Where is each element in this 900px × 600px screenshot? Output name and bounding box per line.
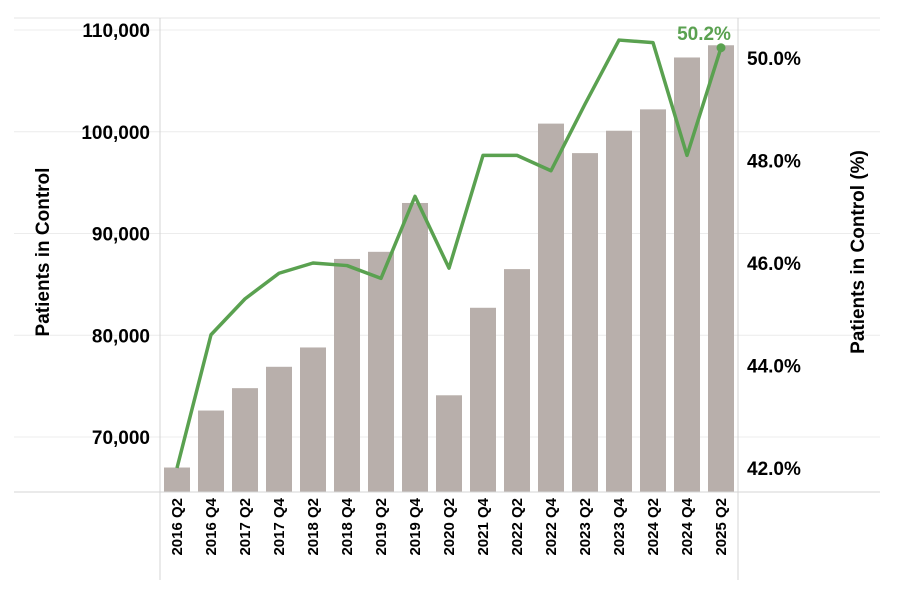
bar-2018-q2	[300, 347, 326, 492]
x-tick-label: 2021 Q4	[475, 497, 492, 555]
x-tick-label: 2019 Q2	[373, 498, 390, 556]
left-tick-label: 70,000	[92, 428, 150, 449]
x-tick-label: 2019 Q4	[407, 497, 424, 555]
x-tick-label: 2020 Q2	[441, 498, 458, 556]
x-tick-label: 2017 Q2	[237, 498, 254, 556]
line-series	[175, 38, 726, 469]
bar-2019-q4	[402, 202, 428, 492]
bar-series	[164, 45, 734, 493]
x-tick-label: 2018 Q4	[339, 497, 356, 555]
x-tick-label: 2023 Q4	[611, 497, 628, 555]
x-tick-label: 2018 Q2	[305, 498, 322, 556]
left-tick-label: 100,000	[81, 123, 150, 144]
right-tick-label: 44.0%	[747, 357, 801, 378]
x-tick-label: 2025 Q2	[713, 498, 730, 556]
last-value-annotation: 50.2%	[677, 24, 731, 45]
left-tick-label: 90,000	[92, 225, 150, 246]
line-end-marker	[716, 43, 726, 53]
x-tick-label: 2024 Q4	[679, 497, 696, 555]
bar-2024-q2	[640, 109, 666, 493]
line-patients-in-control-pct	[175, 38, 723, 469]
axes: 70,000 80,000 90,000 100,000 110,000 42.0% 44.…	[14, 18, 880, 580]
right-axis-title: Patients in Control (%)	[848, 150, 869, 354]
x-tick-label: 2022 Q2	[509, 498, 526, 556]
x-tick-label: 2016 Q2	[169, 498, 186, 556]
x-tick-label: 2022 Q4	[543, 497, 560, 555]
x-tick-label: 2017 Q4	[271, 497, 288, 555]
bar-2025-q2	[708, 45, 734, 492]
bar-2017-q2	[232, 388, 258, 492]
bar-2019-q2	[368, 251, 394, 492]
bar-2016-q4	[198, 410, 224, 492]
right-tick-label: 50.0%	[747, 49, 801, 70]
bar-2022-q4	[538, 123, 564, 493]
bar-2017-q4	[266, 366, 292, 492]
left-axis-title: Patients in Control	[33, 168, 54, 337]
bar-2021-q4	[470, 307, 496, 492]
bar-2023-q4	[606, 130, 632, 493]
x-tick-label: 2023 Q2	[577, 498, 594, 556]
right-tick-label: 48.0%	[747, 152, 801, 173]
left-tick-label: 80,000	[92, 326, 150, 347]
right-tick-label: 46.0%	[747, 254, 801, 275]
right-tick-label: 42.0%	[747, 459, 801, 480]
bar-2023-q2	[572, 153, 598, 492]
bar-2018-q4	[334, 258, 360, 492]
bar-2022-q2	[504, 269, 530, 492]
left-tick-label: 110,000	[82, 21, 150, 42]
gridlines	[14, 17, 880, 438]
x-tick-label: 2024 Q2	[645, 498, 662, 556]
x-tick-label: 2016 Q4	[203, 497, 220, 555]
bar-2016-q2	[164, 467, 190, 492]
bar-2020-q2	[436, 395, 462, 492]
